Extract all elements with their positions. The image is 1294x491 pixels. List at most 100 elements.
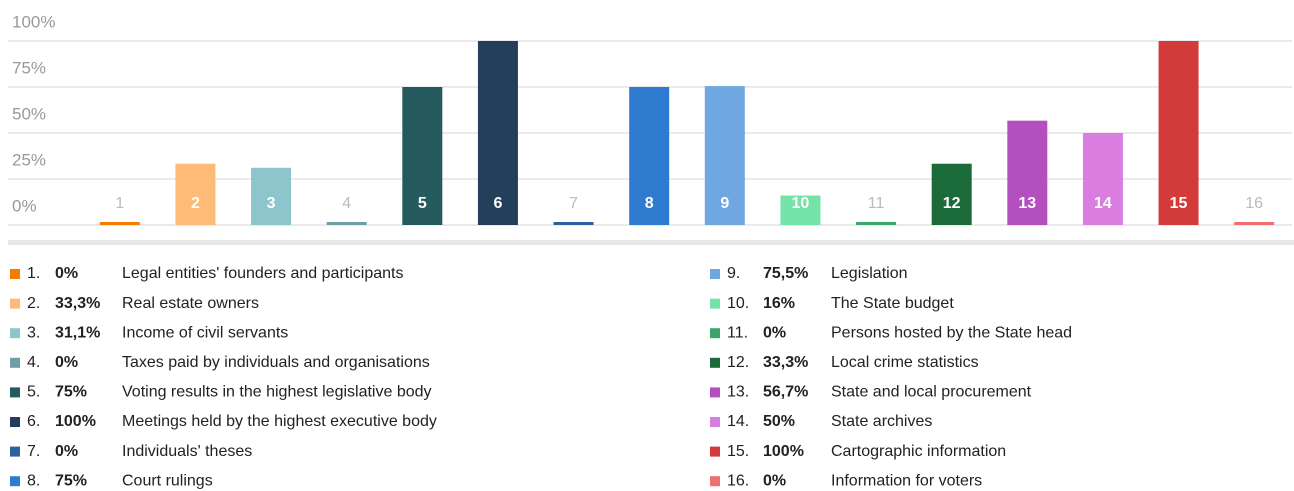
y-tick-label: 75%: [12, 58, 46, 77]
legend-swatch: [710, 357, 720, 368]
bar-label: 9: [720, 195, 729, 212]
legend-label: Persons hosted by the State head: [831, 324, 1072, 341]
legend-label: Voting results in the highest legislativ…: [122, 384, 432, 401]
legend-swatch: [710, 328, 720, 339]
bar-label: 10: [792, 195, 810, 212]
legend-label: Legislation: [831, 265, 908, 282]
legend-swatch: [710, 446, 720, 457]
legend-swatch: [10, 298, 20, 309]
bar: [477, 41, 518, 225]
legend-number: 1.: [27, 265, 40, 282]
bar: [1007, 120, 1048, 225]
bar-label: 16: [1245, 195, 1263, 212]
bar: [553, 222, 594, 225]
legend-swatch: [710, 417, 720, 427]
bar-label: 2: [191, 195, 200, 212]
bar: [1082, 133, 1123, 225]
bar-label: 7: [569, 195, 578, 212]
legend-value: 0%: [763, 324, 786, 341]
legend-swatch: [10, 417, 20, 427]
legend-swatch: [10, 476, 20, 487]
bar: [780, 195, 821, 225]
bar: [326, 222, 367, 225]
bar: [402, 87, 443, 225]
legend-label: Information for voters: [831, 472, 982, 489]
y-tick-label: 0%: [12, 196, 37, 215]
legend-label: Individuals' theses: [122, 443, 252, 460]
bar-label: 12: [943, 195, 961, 212]
legend-label: Local crime statistics: [831, 354, 979, 371]
legend-label: Income of civil servants: [122, 324, 288, 341]
legend-value: 33,3%: [55, 295, 100, 312]
legend-value: 100%: [763, 443, 804, 460]
legend-number: 8.: [27, 472, 40, 489]
legend-number: 14.: [727, 413, 749, 430]
legend-label: Legal entities' founders and participant…: [122, 265, 403, 282]
legend-value: 31,1%: [55, 324, 100, 341]
bar: [175, 163, 216, 225]
legend-label: Taxes paid by individuals and organisati…: [122, 354, 430, 371]
bar-label: 15: [1170, 195, 1188, 212]
legend-swatch: [710, 269, 720, 279]
legend-value: 33,3%: [763, 354, 808, 371]
legend-label: Meetings held by the highest executive b…: [122, 413, 437, 430]
bar: [629, 87, 670, 225]
y-tick-label: 25%: [12, 150, 46, 169]
legend-swatch: [10, 387, 20, 398]
y-tick-label: 50%: [12, 104, 46, 123]
legend-swatch: [710, 298, 720, 309]
legend-label: Cartographic information: [831, 443, 1006, 460]
legend-label: State and local procurement: [831, 384, 1032, 401]
bar-label: 5: [418, 195, 427, 212]
bar-label: 14: [1094, 195, 1112, 212]
y-tick-label: 100%: [12, 12, 55, 31]
legend-label: State archives: [831, 413, 932, 430]
legend-number: 2.: [27, 295, 40, 312]
legend-number: 11.: [727, 324, 748, 341]
bar: [99, 222, 140, 225]
legend-number: 16.: [727, 472, 749, 489]
legend-number: 3.: [27, 324, 40, 341]
bar-label: 4: [342, 195, 351, 212]
legend-value: 75%: [55, 472, 87, 489]
legend-number: 12.: [727, 354, 749, 371]
axis-band: [8, 240, 1294, 245]
legend-swatch: [10, 446, 20, 457]
legend-value: 16%: [763, 295, 795, 312]
bar: [1158, 41, 1199, 225]
bar: [704, 86, 745, 225]
bar-label: 3: [267, 195, 276, 212]
bar-label: 1: [115, 195, 124, 212]
legend-value: 75%: [55, 384, 87, 401]
legend-swatch: [710, 476, 720, 487]
bar-label: 13: [1018, 195, 1036, 212]
legend-number: 10.: [727, 295, 749, 312]
legend-label: The State budget: [831, 295, 954, 312]
legend-number: 4.: [27, 354, 40, 371]
legend-number: 15.: [727, 443, 749, 460]
legend-swatch: [10, 328, 20, 339]
legend-number: 13.: [727, 384, 749, 401]
legend-swatch: [710, 387, 720, 398]
legend-value: 0%: [55, 354, 78, 371]
legend-number: 6.: [27, 413, 40, 430]
legend-number: 7.: [27, 443, 40, 460]
legend-number: 5.: [27, 384, 40, 401]
legend-value: 56,7%: [763, 384, 808, 401]
legend-value: 50%: [763, 413, 795, 430]
legend-label: Real estate owners: [122, 295, 259, 312]
bar-label: 6: [493, 195, 502, 212]
legend-number: 9.: [727, 265, 740, 282]
bar-label: 11: [868, 195, 885, 212]
legend-value: 0%: [55, 443, 78, 460]
bar: [251, 167, 292, 225]
legend-label: Court rulings: [122, 472, 213, 489]
bar-label: 8: [645, 195, 654, 212]
legend-value: 100%: [55, 413, 96, 430]
bar: [931, 163, 972, 225]
legend-swatch: [10, 269, 20, 279]
legend-swatch: [10, 357, 20, 368]
bar: [856, 222, 897, 225]
legend-value: 0%: [763, 472, 786, 489]
